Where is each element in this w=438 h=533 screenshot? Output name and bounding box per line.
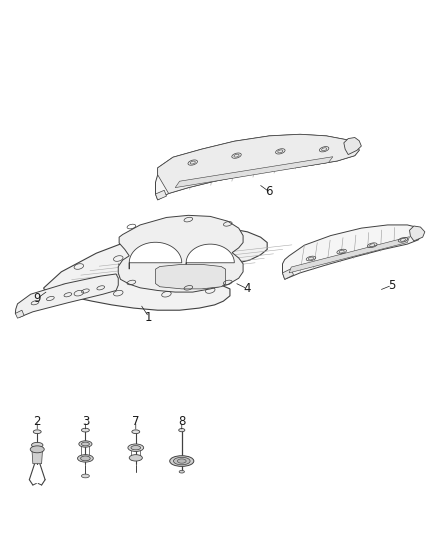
Ellipse shape — [81, 456, 90, 461]
Ellipse shape — [400, 238, 406, 241]
Polygon shape — [44, 228, 267, 310]
Ellipse shape — [234, 154, 239, 157]
Ellipse shape — [131, 446, 141, 450]
Polygon shape — [118, 215, 243, 292]
Polygon shape — [15, 310, 24, 318]
Ellipse shape — [79, 441, 92, 447]
Ellipse shape — [81, 429, 89, 432]
Ellipse shape — [173, 457, 190, 465]
Text: 2: 2 — [33, 415, 41, 427]
Ellipse shape — [339, 250, 344, 253]
Polygon shape — [289, 237, 410, 273]
Polygon shape — [155, 190, 166, 200]
Polygon shape — [15, 274, 118, 317]
Ellipse shape — [30, 446, 44, 453]
Ellipse shape — [81, 442, 89, 446]
Polygon shape — [283, 269, 293, 279]
Ellipse shape — [321, 148, 327, 151]
Text: 7: 7 — [132, 415, 140, 427]
Ellipse shape — [190, 161, 195, 164]
Text: 6: 6 — [265, 185, 273, 198]
Polygon shape — [283, 225, 423, 279]
Polygon shape — [129, 243, 182, 269]
Polygon shape — [155, 264, 226, 289]
Ellipse shape — [78, 455, 93, 462]
Ellipse shape — [129, 455, 142, 461]
Polygon shape — [410, 226, 425, 241]
Ellipse shape — [33, 430, 41, 434]
Ellipse shape — [179, 429, 185, 432]
Ellipse shape — [170, 456, 194, 466]
Text: 3: 3 — [82, 415, 89, 427]
Ellipse shape — [32, 442, 43, 448]
Text: 1: 1 — [145, 311, 153, 324]
Text: 5: 5 — [389, 279, 396, 292]
Polygon shape — [158, 134, 359, 193]
Ellipse shape — [81, 474, 89, 478]
Ellipse shape — [370, 244, 375, 247]
Ellipse shape — [278, 150, 283, 153]
Text: 8: 8 — [178, 415, 185, 427]
Ellipse shape — [132, 430, 140, 434]
Ellipse shape — [177, 459, 186, 463]
Text: 4: 4 — [244, 282, 251, 295]
Polygon shape — [32, 450, 42, 464]
Ellipse shape — [179, 470, 184, 473]
Ellipse shape — [308, 257, 314, 260]
Text: 9: 9 — [33, 292, 41, 305]
Polygon shape — [344, 138, 361, 155]
Polygon shape — [155, 134, 359, 200]
Polygon shape — [175, 157, 333, 188]
Ellipse shape — [128, 444, 144, 451]
Polygon shape — [186, 244, 234, 269]
